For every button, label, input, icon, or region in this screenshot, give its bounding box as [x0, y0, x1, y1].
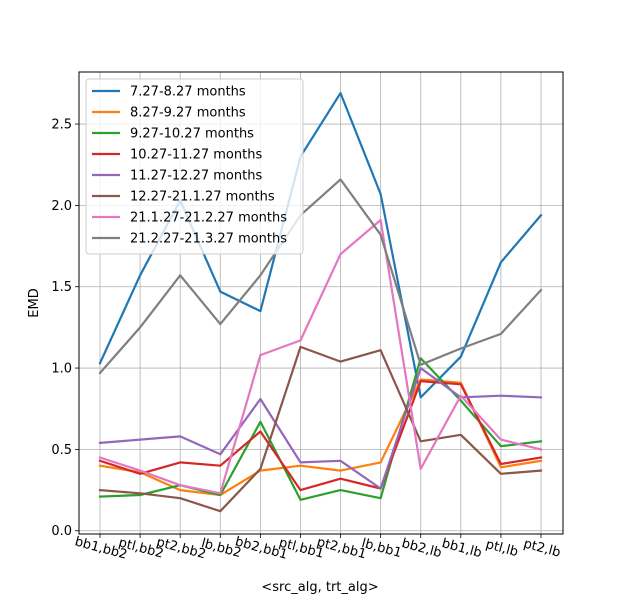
- series-line: [98, 218, 543, 495]
- legend-label: 10.27-11.27 months: [130, 148, 262, 163]
- y-axis-ticks: 0.0 0.5 1.0 1.5 2.0 2.5: [51, 118, 79, 539]
- y-tick-label: 1.5: [51, 280, 72, 295]
- series-line: [98, 367, 543, 490]
- y-tick-label: 0.5: [51, 443, 72, 458]
- series-line: [98, 345, 543, 513]
- legend: 7.27-8.27 months 8.27-9.27 months 9.27-10.…: [85, 78, 304, 255]
- y-tick-label: 2.5: [51, 118, 72, 133]
- series-line: [98, 178, 543, 375]
- legend-box: [85, 78, 304, 255]
- series-lines: [98, 91, 543, 513]
- legend-label: 7.27-8.27 months: [130, 85, 246, 100]
- legend-label: 21.2.27-21.3.27 months: [130, 232, 287, 247]
- y-axis-label: EMD: [27, 288, 42, 317]
- x-axis-label: <src_alg, trt_alg>: [261, 580, 378, 595]
- plot-frame: [78, 71, 564, 535]
- y-tick-label: 2.0: [51, 199, 72, 214]
- legend-label: 8.27-9.27 months: [130, 106, 246, 121]
- legend-label: 12.27-21.1.27 months: [130, 190, 275, 205]
- legend-label: 11.27-12.27 months: [130, 169, 262, 184]
- legend-label: 9.27-10.27 months: [130, 127, 254, 142]
- y-tick-label: 0.0: [51, 524, 72, 539]
- legend-label: 21.1.27-21.2.27 months: [130, 211, 287, 226]
- y-tick-label: 1.0: [51, 362, 72, 377]
- series-line: [98, 357, 543, 501]
